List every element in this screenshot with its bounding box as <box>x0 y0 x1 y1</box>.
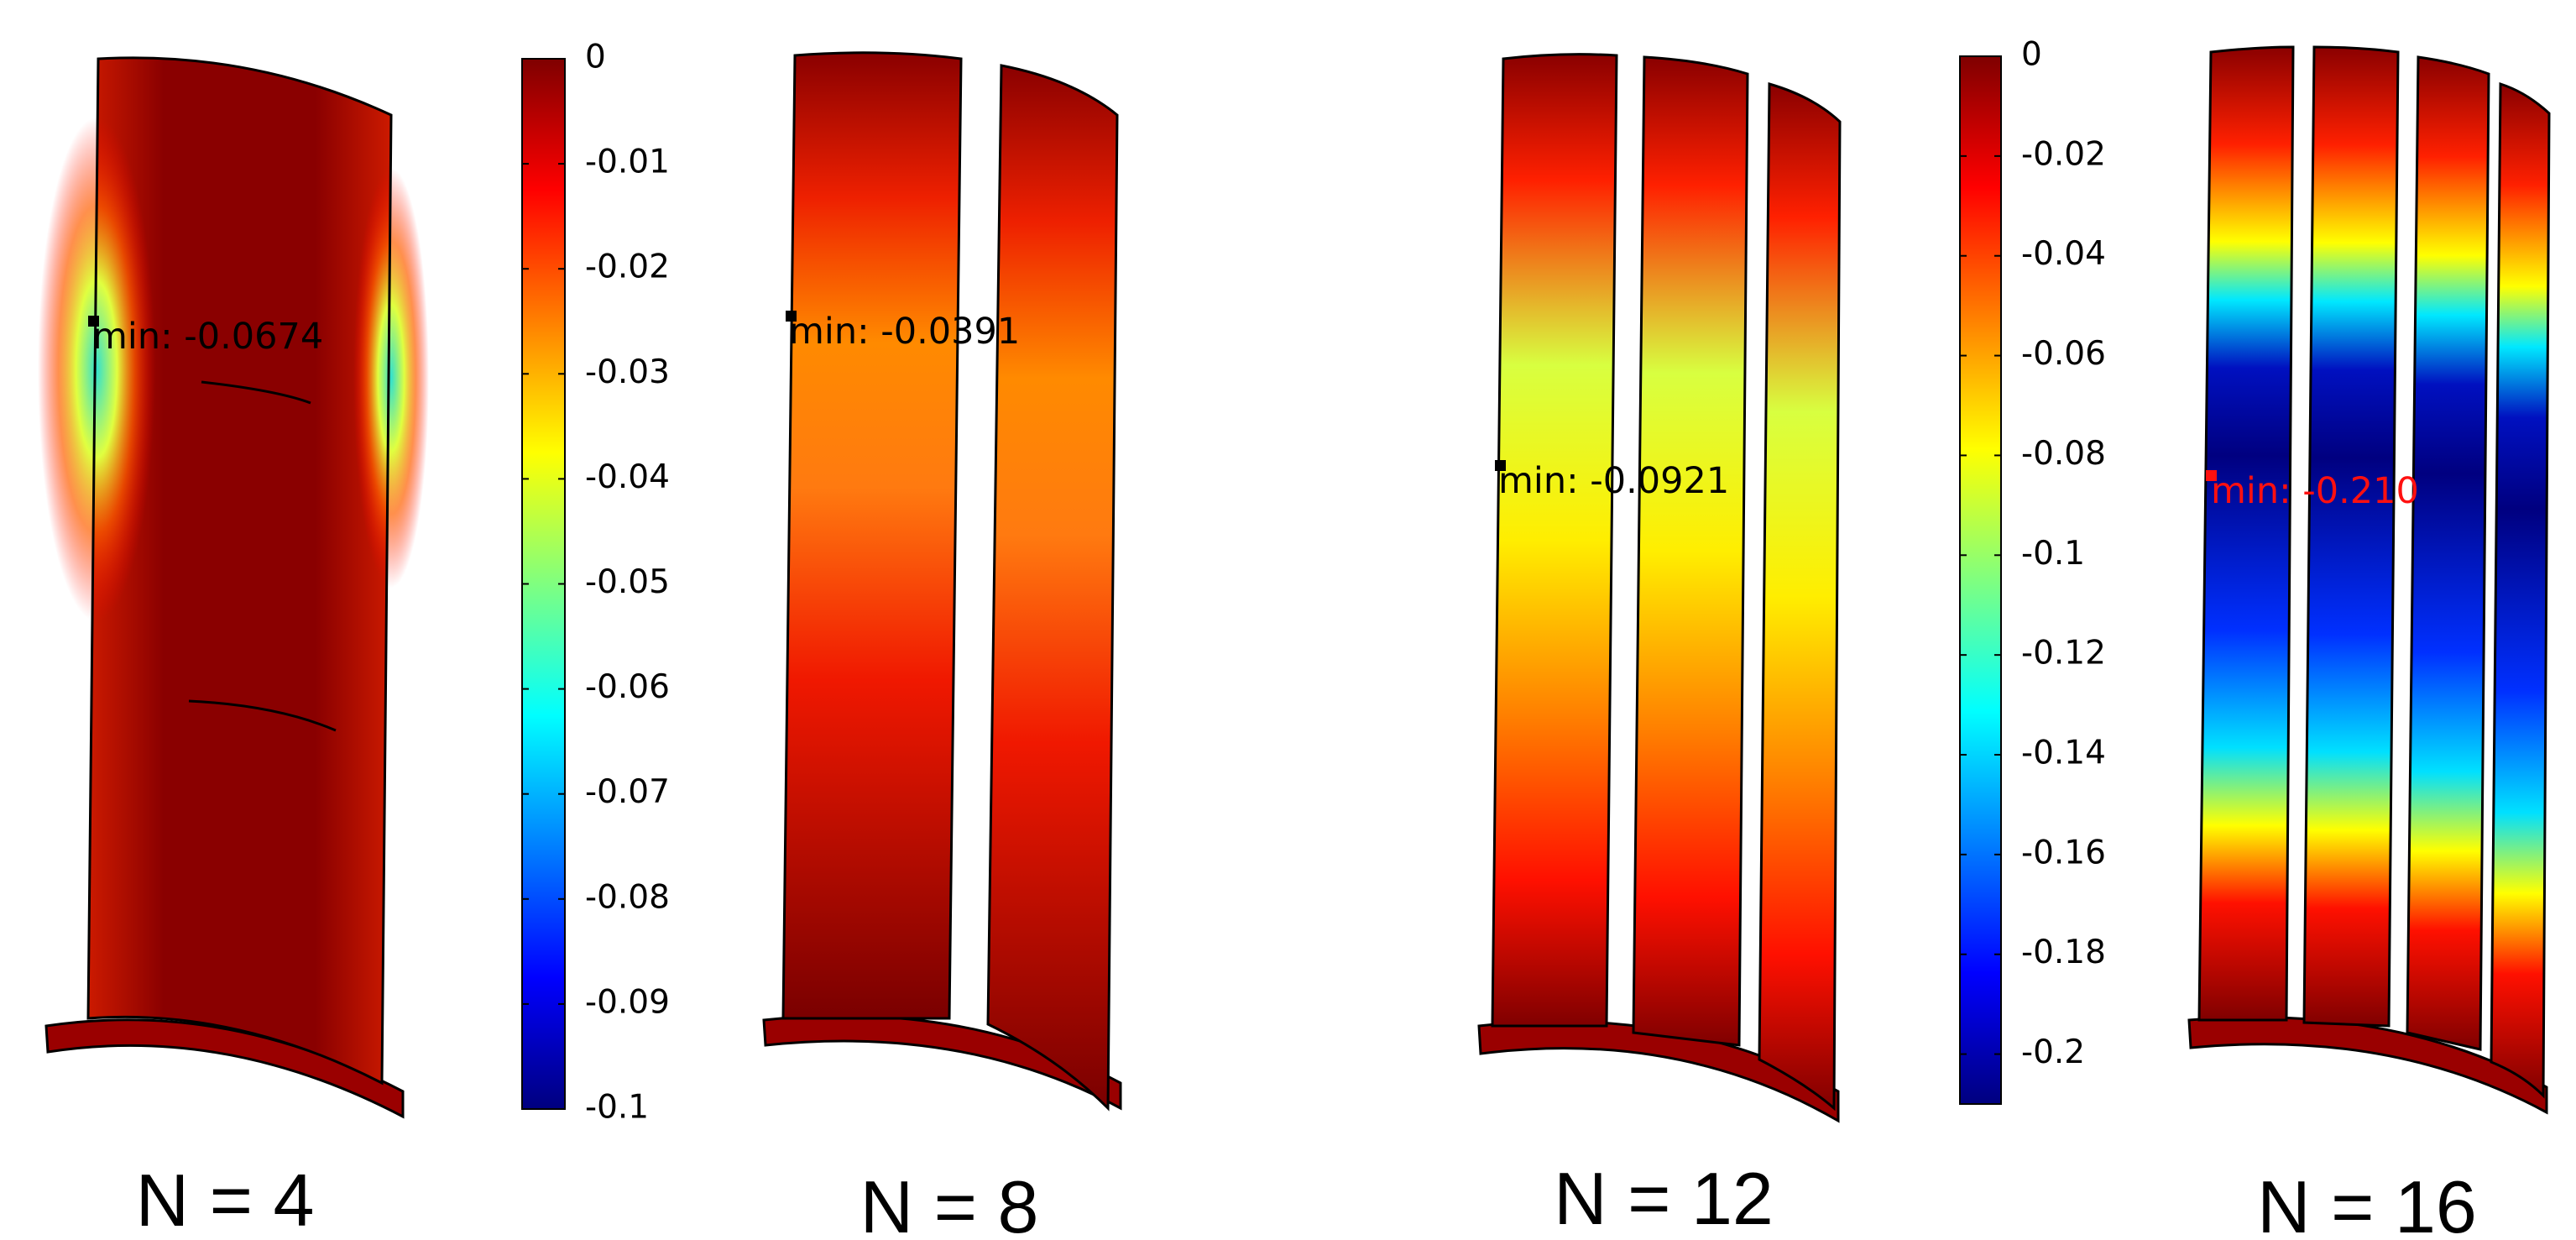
figure: min: -0.0674 min: -0.0391 min: -0.0921 m… <box>0 0 2576 1240</box>
min-label: min: -0.0921 <box>1498 460 1729 502</box>
tick-label: -0.09 <box>585 983 670 1021</box>
tick-label: -0.08 <box>585 878 670 916</box>
min-label: min: -0.210 <box>2211 470 2419 512</box>
tick-label: -0.14 <box>2021 735 2106 772</box>
tick-label: -0.03 <box>585 353 670 391</box>
tick-label: -0.08 <box>2021 435 2106 473</box>
tick-label: -0.1 <box>585 1089 649 1127</box>
tick-label: -0.12 <box>2021 635 2106 672</box>
min-label: min: -0.0674 <box>92 316 323 358</box>
tick-label: -0.16 <box>2021 834 2106 871</box>
tick-label: 0 <box>2021 36 2042 74</box>
min-label: min: -0.0391 <box>789 311 1020 353</box>
panel <box>38 58 429 1117</box>
panel-label: N = 8 <box>860 1165 1039 1240</box>
panel <box>764 53 1121 1108</box>
tick-label: -0.02 <box>585 249 670 286</box>
panel-label: N = 12 <box>1554 1157 1774 1240</box>
panel-label: N = 4 <box>136 1159 315 1240</box>
tick-label: -0.06 <box>2021 335 2106 373</box>
tick-label: -0.04 <box>585 458 670 496</box>
panel <box>1479 55 1840 1121</box>
colorbar <box>1960 56 2001 1104</box>
panel <box>2189 47 2549 1112</box>
tick-label: -0.02 <box>2021 135 2106 173</box>
tick-label: -0.1 <box>2021 535 2085 573</box>
tick-label: 0 <box>585 39 606 76</box>
tick-label: -0.06 <box>585 668 670 706</box>
tick-label: -0.04 <box>2021 235 2106 273</box>
tick-label: -0.18 <box>2021 934 2106 971</box>
tick-label: -0.05 <box>585 563 670 601</box>
tick-label: -0.2 <box>2021 1033 2085 1071</box>
tick-label: -0.01 <box>585 144 670 181</box>
tick-label: -0.07 <box>585 773 670 811</box>
panel-label: N = 16 <box>2257 1165 2477 1240</box>
